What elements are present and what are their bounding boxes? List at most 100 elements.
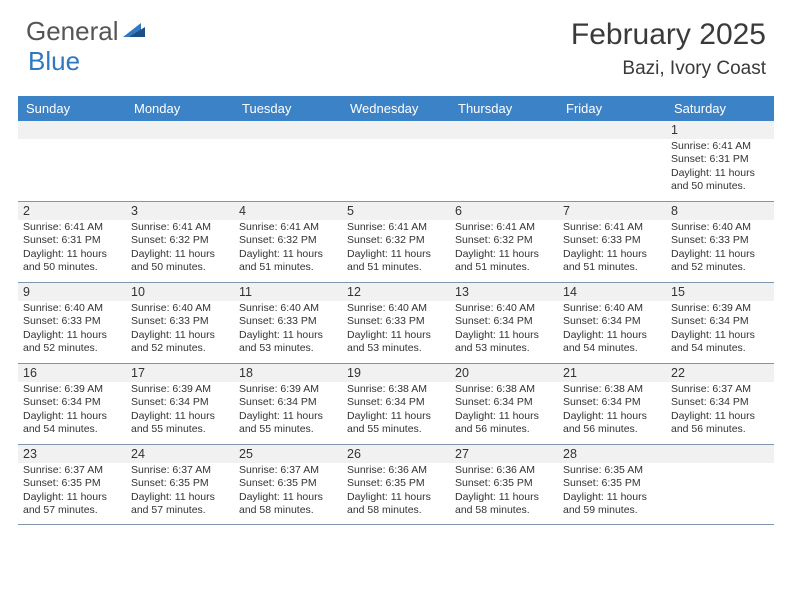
day-cell: Sunrise: 6:41 AMSunset: 6:32 PMDaylight:…	[126, 220, 234, 282]
sunrise-text: Sunrise: 6:37 AM	[131, 464, 230, 477]
location-label: Bazi, Ivory Coast	[571, 58, 766, 80]
day-cell: Sunrise: 6:40 AMSunset: 6:33 PMDaylight:…	[126, 301, 234, 363]
weekday-header: Sunday Monday Tuesday Wednesday Thursday…	[18, 96, 774, 121]
sunset-text: Sunset: 6:33 PM	[347, 315, 446, 328]
day-cell: Sunrise: 6:40 AMSunset: 6:33 PMDaylight:…	[234, 301, 342, 363]
day-cell-empty	[342, 139, 450, 201]
sunrise-text: Sunrise: 6:36 AM	[347, 464, 446, 477]
day-number: 10	[126, 283, 234, 301]
day-cell: Sunrise: 6:37 AMSunset: 6:35 PMDaylight:…	[234, 463, 342, 524]
day-number: 9	[18, 283, 126, 301]
sunset-text: Sunset: 6:34 PM	[455, 396, 554, 409]
day-number: 7	[558, 202, 666, 220]
day-number: 18	[234, 364, 342, 382]
sunset-text: Sunset: 6:32 PM	[347, 234, 446, 247]
sunrise-text: Sunrise: 6:41 AM	[671, 140, 770, 153]
daylight-text: Daylight: 11 hours and 51 minutes.	[455, 248, 554, 275]
week-body-strip: Sunrise: 6:40 AMSunset: 6:33 PMDaylight:…	[18, 301, 774, 364]
daylight-text: Daylight: 11 hours and 54 minutes.	[23, 410, 122, 437]
sunrise-text: Sunrise: 6:38 AM	[455, 383, 554, 396]
sunset-text: Sunset: 6:33 PM	[131, 315, 230, 328]
sunset-text: Sunset: 6:35 PM	[455, 477, 554, 490]
sunset-text: Sunset: 6:32 PM	[131, 234, 230, 247]
day-number: 19	[342, 364, 450, 382]
daylight-text: Daylight: 11 hours and 58 minutes.	[347, 491, 446, 518]
week-number-strip: 9101112131415	[18, 283, 774, 301]
sunrise-text: Sunrise: 6:39 AM	[23, 383, 122, 396]
week-body-strip: Sunrise: 6:41 AMSunset: 6:31 PMDaylight:…	[18, 220, 774, 283]
day-number: 6	[450, 202, 558, 220]
day-cell: Sunrise: 6:35 AMSunset: 6:35 PMDaylight:…	[558, 463, 666, 524]
daylight-text: Daylight: 11 hours and 55 minutes.	[347, 410, 446, 437]
day-cell: Sunrise: 6:37 AMSunset: 6:34 PMDaylight:…	[666, 382, 774, 444]
month-title: February 2025	[571, 18, 766, 52]
day-cell: Sunrise: 6:41 AMSunset: 6:31 PMDaylight:…	[666, 139, 774, 201]
day-number: 20	[450, 364, 558, 382]
day-number: 2	[18, 202, 126, 220]
sunset-text: Sunset: 6:34 PM	[563, 396, 662, 409]
sunrise-text: Sunrise: 6:39 AM	[131, 383, 230, 396]
daylight-text: Daylight: 11 hours and 50 minutes.	[131, 248, 230, 275]
sunrise-text: Sunrise: 6:40 AM	[671, 221, 770, 234]
title-block: February 2025 Bazi, Ivory Coast	[571, 18, 766, 80]
day-number: 12	[342, 283, 450, 301]
day-cell: Sunrise: 6:37 AMSunset: 6:35 PMDaylight:…	[18, 463, 126, 524]
day-cell: Sunrise: 6:39 AMSunset: 6:34 PMDaylight:…	[126, 382, 234, 444]
weekday-mon: Monday	[126, 96, 234, 121]
sunrise-text: Sunrise: 6:39 AM	[671, 302, 770, 315]
day-number: 5	[342, 202, 450, 220]
calendar-rows: 1Sunrise: 6:41 AMSunset: 6:31 PMDaylight…	[18, 121, 774, 525]
sunset-text: Sunset: 6:35 PM	[239, 477, 338, 490]
daylight-text: Daylight: 11 hours and 52 minutes.	[131, 329, 230, 356]
sunset-text: Sunset: 6:35 PM	[563, 477, 662, 490]
sunset-text: Sunset: 6:34 PM	[455, 315, 554, 328]
sunset-text: Sunset: 6:31 PM	[23, 234, 122, 247]
day-cell: Sunrise: 6:38 AMSunset: 6:34 PMDaylight:…	[450, 382, 558, 444]
daylight-text: Daylight: 11 hours and 51 minutes.	[347, 248, 446, 275]
day-cell: Sunrise: 6:40 AMSunset: 6:34 PMDaylight:…	[558, 301, 666, 363]
daylight-text: Daylight: 11 hours and 53 minutes.	[239, 329, 338, 356]
daylight-text: Daylight: 11 hours and 59 minutes.	[563, 491, 662, 518]
sunset-text: Sunset: 6:34 PM	[23, 396, 122, 409]
day-number: 28	[558, 445, 666, 463]
day-number	[558, 121, 666, 139]
day-cell-empty	[558, 139, 666, 201]
sunset-text: Sunset: 6:33 PM	[239, 315, 338, 328]
daylight-text: Daylight: 11 hours and 56 minutes.	[563, 410, 662, 437]
day-cell: Sunrise: 6:40 AMSunset: 6:33 PMDaylight:…	[666, 220, 774, 282]
sunset-text: Sunset: 6:34 PM	[347, 396, 446, 409]
sunrise-text: Sunrise: 6:35 AM	[563, 464, 662, 477]
day-number: 15	[666, 283, 774, 301]
sunrise-text: Sunrise: 6:37 AM	[671, 383, 770, 396]
day-number: 1	[666, 121, 774, 139]
day-cell: Sunrise: 6:40 AMSunset: 6:34 PMDaylight:…	[450, 301, 558, 363]
day-cell: Sunrise: 6:38 AMSunset: 6:34 PMDaylight:…	[342, 382, 450, 444]
week-body-strip: Sunrise: 6:39 AMSunset: 6:34 PMDaylight:…	[18, 382, 774, 445]
sunset-text: Sunset: 6:33 PM	[563, 234, 662, 247]
sunrise-text: Sunrise: 6:39 AM	[239, 383, 338, 396]
daylight-text: Daylight: 11 hours and 53 minutes.	[347, 329, 446, 356]
brand-logo: General	[26, 18, 149, 44]
day-cell: Sunrise: 6:41 AMSunset: 6:32 PMDaylight:…	[450, 220, 558, 282]
sunset-text: Sunset: 6:34 PM	[563, 315, 662, 328]
daylight-text: Daylight: 11 hours and 52 minutes.	[23, 329, 122, 356]
day-number: 26	[342, 445, 450, 463]
weekday-fri: Friday	[558, 96, 666, 121]
day-number: 16	[18, 364, 126, 382]
sunset-text: Sunset: 6:32 PM	[455, 234, 554, 247]
day-cell: Sunrise: 6:39 AMSunset: 6:34 PMDaylight:…	[666, 301, 774, 363]
day-number: 8	[666, 202, 774, 220]
sunrise-text: Sunrise: 6:40 AM	[455, 302, 554, 315]
sunrise-text: Sunrise: 6:37 AM	[23, 464, 122, 477]
daylight-text: Daylight: 11 hours and 52 minutes.	[671, 248, 770, 275]
sunset-text: Sunset: 6:34 PM	[131, 396, 230, 409]
daylight-text: Daylight: 11 hours and 55 minutes.	[131, 410, 230, 437]
sunrise-text: Sunrise: 6:41 AM	[23, 221, 122, 234]
day-number: 23	[18, 445, 126, 463]
sunrise-text: Sunrise: 6:37 AM	[239, 464, 338, 477]
day-number	[126, 121, 234, 139]
day-cell: Sunrise: 6:37 AMSunset: 6:35 PMDaylight:…	[126, 463, 234, 524]
sunrise-text: Sunrise: 6:41 AM	[563, 221, 662, 234]
weekday-wed: Wednesday	[342, 96, 450, 121]
daylight-text: Daylight: 11 hours and 56 minutes.	[455, 410, 554, 437]
